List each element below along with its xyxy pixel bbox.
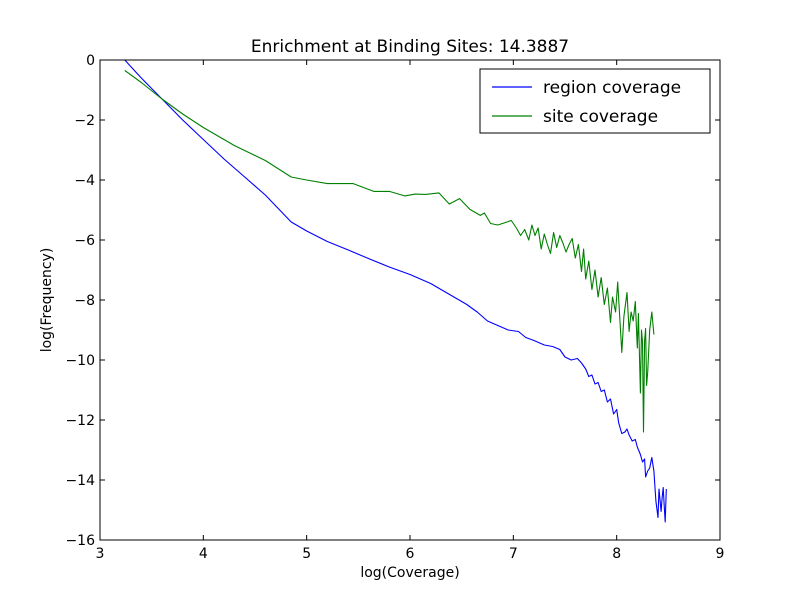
y-tick-label: −16 bbox=[65, 533, 95, 549]
x-axis-label: log(Coverage) bbox=[360, 565, 459, 581]
x-tick-label: 9 bbox=[716, 546, 725, 562]
y-tick-label: −10 bbox=[65, 353, 95, 369]
chart-title: Enrichment at Binding Sites: 14.3887 bbox=[251, 37, 569, 57]
x-tick-label: 4 bbox=[199, 546, 208, 562]
series-layer bbox=[124, 60, 667, 523]
series-line-1 bbox=[124, 60, 667, 523]
y-tick-label: −2 bbox=[74, 113, 95, 129]
y-tick-label: −4 bbox=[74, 173, 95, 189]
y-axis: 0 −2 −4 −6 −8 −10 −12 −14 −16 bbox=[65, 53, 720, 549]
legend-label: site coverage bbox=[543, 107, 658, 127]
legend-label: region coverage bbox=[543, 78, 681, 98]
y-tick-label: −8 bbox=[74, 293, 95, 309]
y-tick-label: −14 bbox=[65, 473, 95, 489]
y-axis-label: log(Frequency) bbox=[39, 248, 55, 353]
x-tick-label: 3 bbox=[96, 546, 105, 562]
y-tick-label: 0 bbox=[86, 53, 95, 69]
x-tick-label: 7 bbox=[509, 546, 518, 562]
series-line-2 bbox=[124, 70, 655, 433]
x-tick-label: 8 bbox=[612, 546, 621, 562]
y-tick-label: −6 bbox=[74, 233, 95, 249]
legend: region coverage site coverage bbox=[479, 68, 711, 134]
x-axis: 3 4 5 6 7 8 9 bbox=[96, 60, 725, 562]
y-tick-label: −12 bbox=[65, 413, 95, 429]
legend-box bbox=[479, 68, 711, 134]
x-tick-label: 6 bbox=[406, 546, 415, 562]
x-tick-label: 5 bbox=[302, 546, 311, 562]
